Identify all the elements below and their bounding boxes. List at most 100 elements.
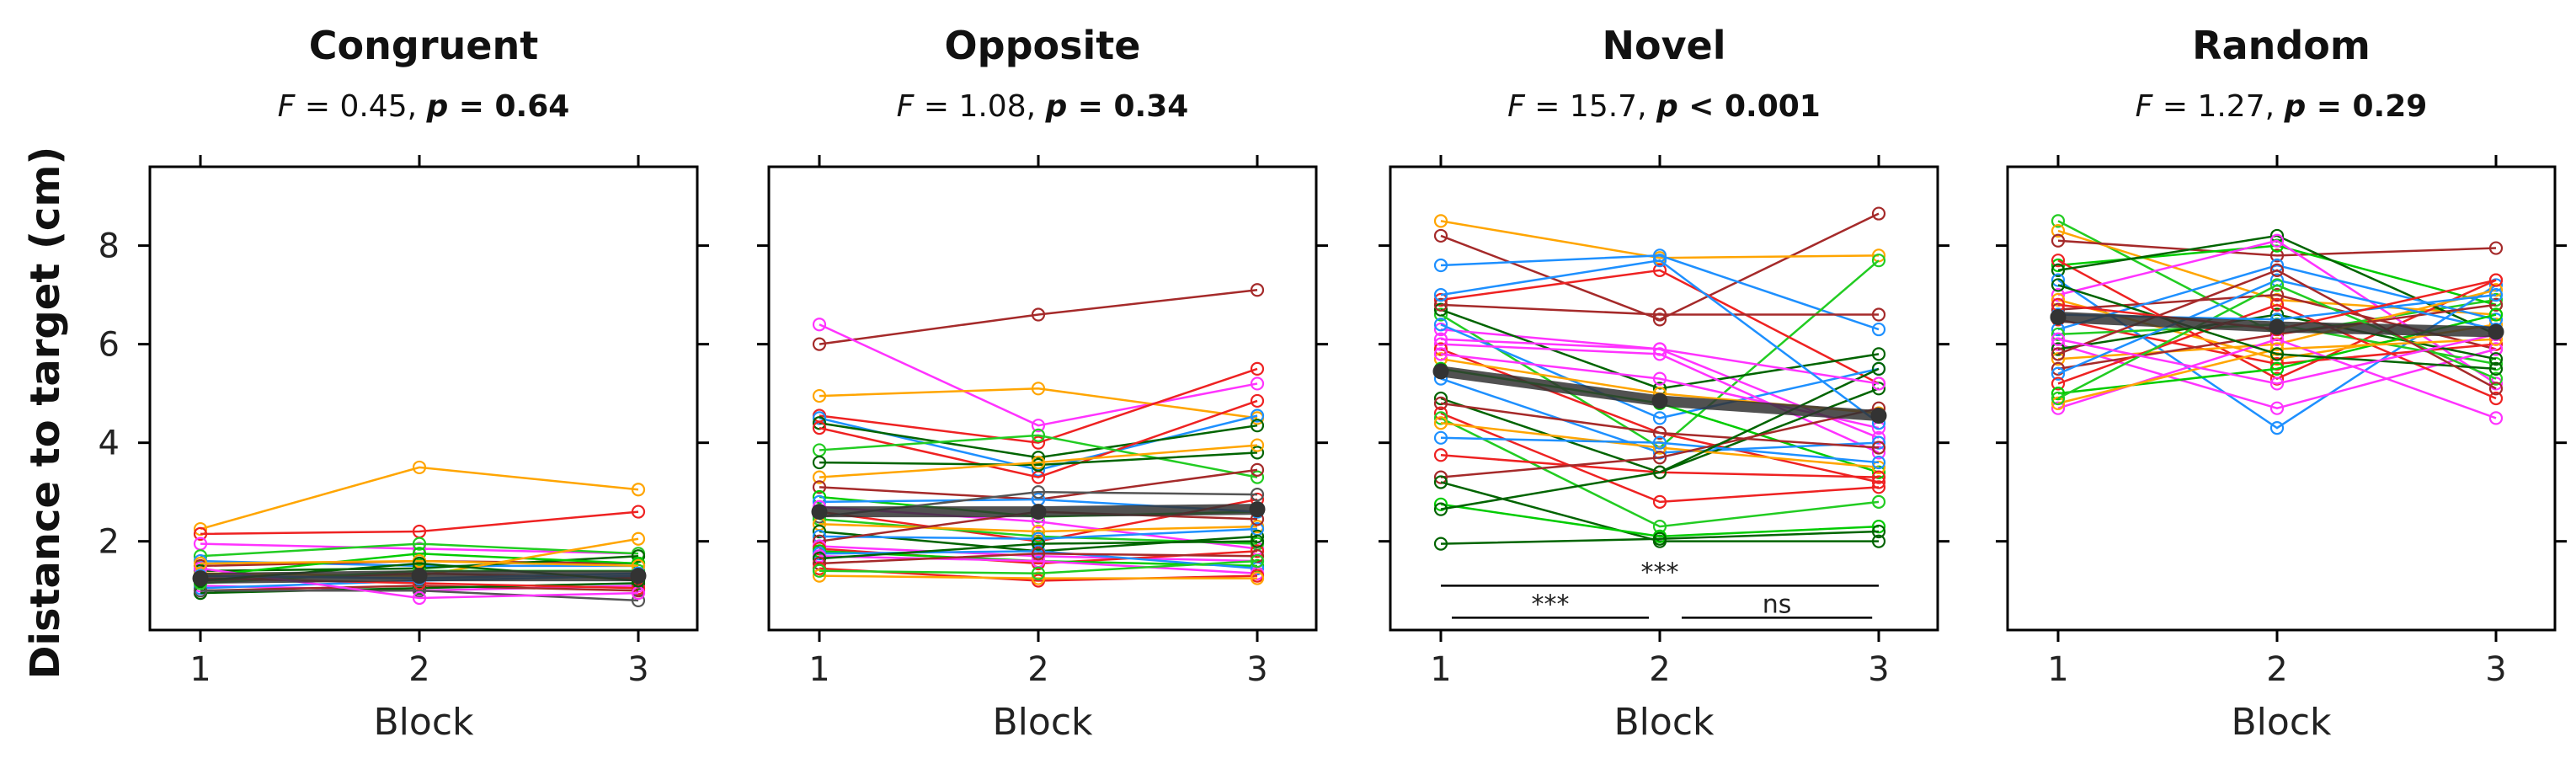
series-line <box>819 387 1258 419</box>
data-point <box>1031 419 1046 433</box>
data-point <box>2488 288 2504 302</box>
data-point <box>812 563 827 578</box>
series-line <box>819 468 1258 501</box>
data-point <box>631 531 646 546</box>
mean-point <box>2488 323 2504 340</box>
series-2 <box>812 318 1265 433</box>
data-point <box>1652 263 1667 277</box>
data-point <box>2488 411 2504 425</box>
data-point <box>2269 401 2285 415</box>
data-point <box>1250 361 1265 376</box>
series-26 <box>1433 361 1886 516</box>
data-point <box>1250 544 1265 558</box>
data-point <box>2051 263 2066 277</box>
y-tick-label: 8 <box>99 227 120 266</box>
series-line <box>2057 284 2497 371</box>
stat-f-value: = 1.08, <box>914 89 1045 124</box>
data-point <box>2051 278 2066 292</box>
series-31 <box>812 553 1265 580</box>
stat-f-value: = 15.7, <box>1525 89 1656 124</box>
data-point <box>1031 307 1046 322</box>
data-point <box>2051 233 2066 248</box>
data-point <box>1433 497 1448 511</box>
data-point <box>1652 465 1667 479</box>
data-point <box>631 505 646 519</box>
data-point <box>1031 435 1046 450</box>
data-point <box>2269 361 2285 376</box>
data-point <box>1871 307 1886 322</box>
data-point <box>1433 322 1448 337</box>
data-point <box>2488 307 2504 322</box>
data-point <box>2488 361 2504 376</box>
mean-point <box>2050 308 2067 325</box>
series-line <box>2057 239 2497 257</box>
data-point <box>2051 332 2066 346</box>
series-5 <box>1433 263 1886 391</box>
data-point <box>1250 470 1265 484</box>
data-point <box>1250 571 1265 585</box>
data-point <box>1652 342 1667 356</box>
series-line <box>819 323 1258 427</box>
data-point <box>1871 455 1886 470</box>
data-point <box>1433 302 1448 317</box>
x-tick-label: 3 <box>1868 650 1889 689</box>
data-point <box>2269 376 2285 391</box>
data-point <box>1652 494 1667 509</box>
data-point <box>1652 307 1667 322</box>
series-line <box>200 510 639 536</box>
stat-f-label: F <box>278 89 296 124</box>
data-point <box>1871 347 1886 361</box>
stat-p-label: p <box>425 89 448 124</box>
series-line <box>1440 407 1880 478</box>
data-point <box>2051 347 2066 361</box>
y-tick-label: 4 <box>99 425 120 463</box>
data-point <box>1433 396 1448 410</box>
series-17 <box>1433 396 1886 455</box>
data-point <box>1031 485 1046 499</box>
series-line <box>819 367 1258 444</box>
data-point <box>2488 273 2504 287</box>
stat-f-label: F <box>1507 89 1526 124</box>
data-point <box>1433 537 1448 551</box>
data-point <box>2051 223 2066 238</box>
series-23 <box>2051 278 2504 406</box>
data-point <box>2051 337 2066 351</box>
panel-stats: F = 0.45, p = 0.64 <box>278 89 570 124</box>
x-tick-label: 3 <box>2485 650 2506 689</box>
data-point <box>1031 566 1046 580</box>
plot-frame <box>1389 165 1939 632</box>
data-point <box>1433 228 1448 243</box>
plot-frame <box>767 165 1318 632</box>
data-point <box>1433 475 1448 489</box>
x-axis-label: Block <box>2231 701 2332 744</box>
series-19 <box>2051 297 2504 406</box>
data-point <box>1871 480 1886 494</box>
data-point <box>1250 487 1265 502</box>
data-point <box>2269 297 2285 312</box>
data-point <box>2269 421 2285 435</box>
data-point <box>1433 318 1448 332</box>
stat-p-label: p <box>1044 89 1067 124</box>
series-28 <box>1433 332 1886 391</box>
significance-label: ns <box>1763 590 1792 619</box>
data-point <box>1433 214 1448 228</box>
stat-f-label: F <box>2136 89 2154 124</box>
data-point <box>812 480 827 494</box>
series-line <box>819 434 1258 478</box>
series-line <box>2057 303 2497 400</box>
series-line <box>2057 269 2497 390</box>
y-tick-label: 2 <box>99 523 120 562</box>
panel-title: Random <box>2192 23 2371 68</box>
data-point <box>1250 393 1265 409</box>
data-point <box>2269 263 2285 277</box>
x-axis-label: Block <box>1613 701 1715 744</box>
series-line <box>1440 338 1880 385</box>
x-tick-label: 3 <box>627 650 648 689</box>
data-point <box>1871 206 1886 221</box>
series-line <box>1440 367 1880 510</box>
panel-random: Random F = 1.27, p = 0.29 1 2 3 Block <box>1996 23 2567 744</box>
series-10 <box>1433 337 1886 460</box>
data-point <box>1250 462 1265 477</box>
panel-congruent: Congruent F = 0.45, p = 0.64 1 2 3 2 4 6 8 Block <box>99 23 709 744</box>
series-21 <box>1433 430 1886 470</box>
